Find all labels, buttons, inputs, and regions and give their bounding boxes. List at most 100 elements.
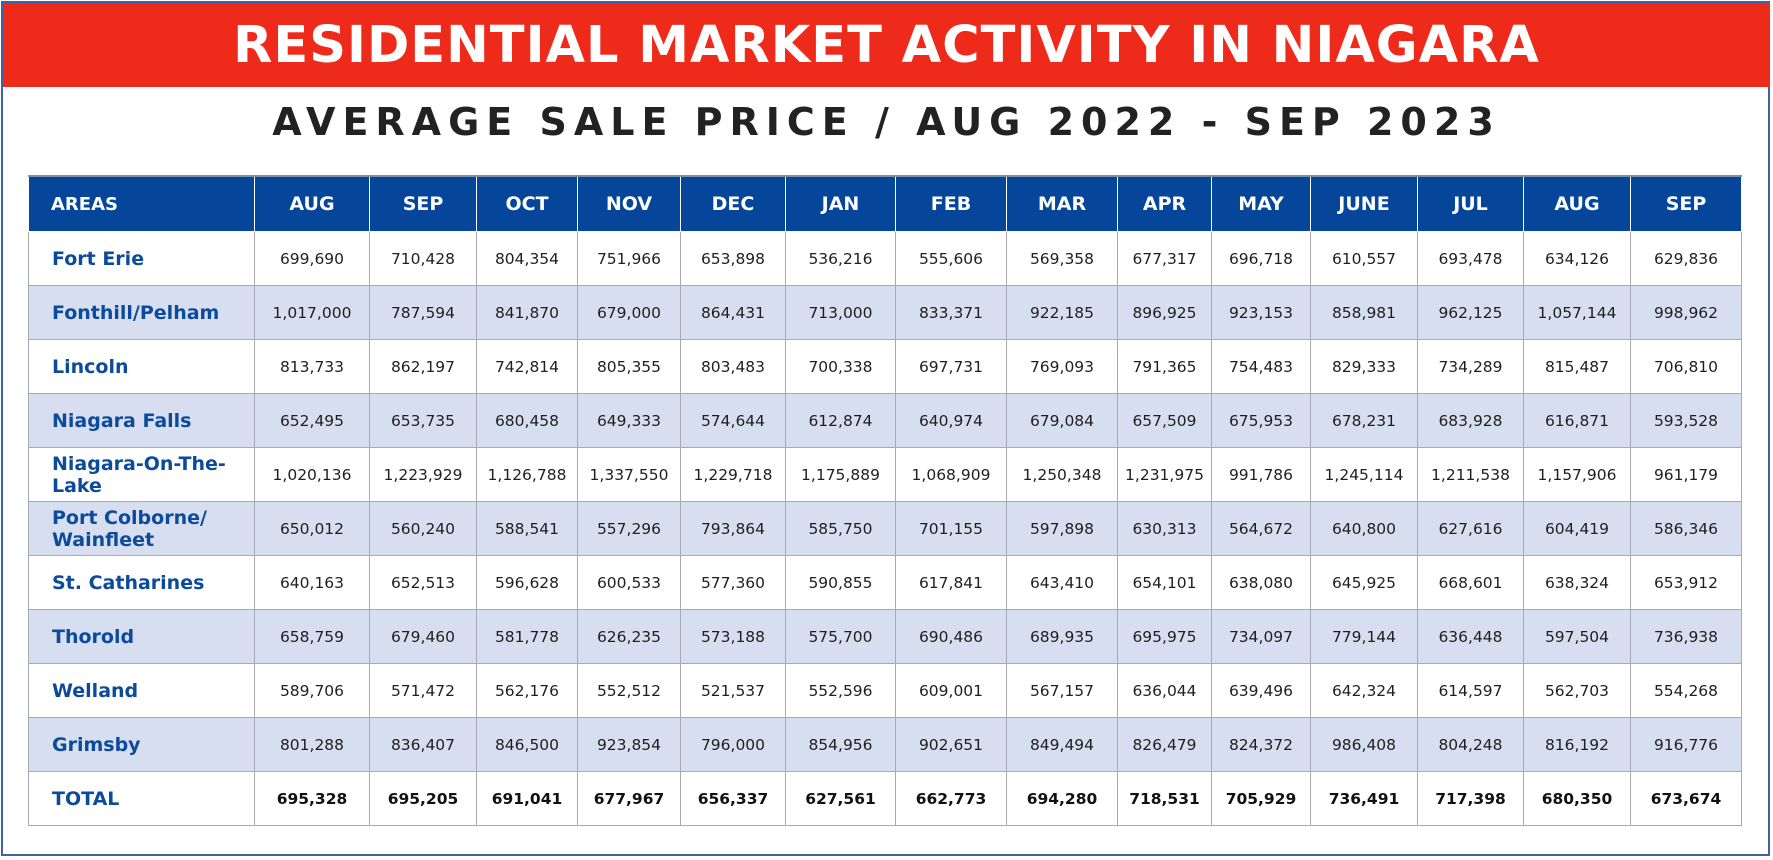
price-cell: 616,871 xyxy=(1523,393,1631,448)
price-cell: 751,966 xyxy=(577,231,681,286)
area-name: Niagara-On-The-Lake xyxy=(28,447,255,502)
price-cell: 675,953 xyxy=(1211,393,1311,448)
price-cell: 657,509 xyxy=(1117,393,1212,448)
price-cell: 854,956 xyxy=(785,717,896,772)
total-price-cell: 694,280 xyxy=(1006,771,1118,826)
price-cell: 922,185 xyxy=(1006,285,1118,340)
total-price-cell: 718,531 xyxy=(1117,771,1212,826)
area-name: Lincoln xyxy=(28,339,255,394)
price-cell: 567,157 xyxy=(1006,663,1118,718)
column-header-month: FEB xyxy=(895,175,1007,232)
price-cell: 695,975 xyxy=(1117,609,1212,664)
price-cell: 638,324 xyxy=(1523,555,1631,610)
price-cell: 640,974 xyxy=(895,393,1007,448)
area-name: Fort Erie xyxy=(28,231,255,286)
price-cell: 552,512 xyxy=(577,663,681,718)
total-price-cell: 736,491 xyxy=(1310,771,1418,826)
table-row: Niagara-On-The-Lake 1,020,136 1,223,929 1,1… xyxy=(28,447,1742,502)
price-cell: 610,557 xyxy=(1310,231,1418,286)
price-cell: 1,337,550 xyxy=(577,447,681,502)
price-cell: 804,248 xyxy=(1417,717,1524,772)
price-cell: 679,460 xyxy=(369,609,477,664)
price-cell: 1,020,136 xyxy=(254,447,370,502)
price-cell: 689,935 xyxy=(1006,609,1118,664)
area-name: Thorold xyxy=(28,609,255,664)
price-cell: 1,057,144 xyxy=(1523,285,1631,340)
table-body: Fort Erie 699,690 710,428 804,354 751,966 653… xyxy=(28,231,1742,826)
price-cell: 679,084 xyxy=(1006,393,1118,448)
column-header-month: JUNE xyxy=(1310,175,1418,232)
price-cell: 858,981 xyxy=(1310,285,1418,340)
price-cell: 581,778 xyxy=(476,609,578,664)
total-price-cell: 627,561 xyxy=(785,771,896,826)
price-cell: 597,898 xyxy=(1006,501,1118,556)
total-price-cell: 717,398 xyxy=(1417,771,1524,826)
price-cell: 754,483 xyxy=(1211,339,1311,394)
price-cell: 577,360 xyxy=(680,555,786,610)
price-cell: 923,854 xyxy=(577,717,681,772)
price-cell: 521,537 xyxy=(680,663,786,718)
price-cell: 801,288 xyxy=(254,717,370,772)
price-cell: 706,810 xyxy=(1630,339,1742,394)
table-row: Fort Erie 699,690 710,428 804,354 751,966 653… xyxy=(28,231,1742,286)
price-cell: 1,229,718 xyxy=(680,447,786,502)
price-cell: 569,358 xyxy=(1006,231,1118,286)
column-header-month: AUG xyxy=(254,175,370,232)
table-row: Grimsby 801,288 836,407 846,500 923,854 796,0… xyxy=(28,717,1742,772)
price-cell: 634,126 xyxy=(1523,231,1631,286)
price-cell: 589,706 xyxy=(254,663,370,718)
price-cell: 627,616 xyxy=(1417,501,1524,556)
price-cell: 961,179 xyxy=(1630,447,1742,502)
price-cell: 693,478 xyxy=(1417,231,1524,286)
table-header-row: AREAS AUG SEP OCT NOV DEC JAN FEB MAR APR MAY JUNE J… xyxy=(28,175,1742,232)
price-cell: 896,925 xyxy=(1117,285,1212,340)
column-header-month: SEP xyxy=(369,175,477,232)
price-cell: 1,157,906 xyxy=(1523,447,1631,502)
price-cell: 916,776 xyxy=(1630,717,1742,772)
total-price-cell: 662,773 xyxy=(895,771,1007,826)
price-cell: 645,925 xyxy=(1310,555,1418,610)
price-cell: 734,097 xyxy=(1211,609,1311,664)
price-cell: 836,407 xyxy=(369,717,477,772)
price-cell: 1,231,975 xyxy=(1117,447,1212,502)
price-cell: 609,001 xyxy=(895,663,1007,718)
price-cell: 902,651 xyxy=(895,717,1007,772)
total-price-cell: 656,337 xyxy=(680,771,786,826)
area-name: Port Colborne/ Wainfleet xyxy=(28,501,255,556)
price-cell: 736,938 xyxy=(1630,609,1742,664)
price-cell: 604,419 xyxy=(1523,501,1631,556)
price-cell: 1,175,889 xyxy=(785,447,896,502)
average-sale-price-table: AREAS AUG SEP OCT NOV DEC JAN FEB MAR APR MAY JUNE J… xyxy=(28,175,1742,826)
table-row: Lincoln 813,733 862,197 742,814 805,355 803,4… xyxy=(28,339,1742,394)
price-cell: 649,333 xyxy=(577,393,681,448)
price-cell: 923,153 xyxy=(1211,285,1311,340)
price-cell: 846,500 xyxy=(476,717,578,772)
price-cell: 962,125 xyxy=(1417,285,1524,340)
price-cell: 680,458 xyxy=(476,393,578,448)
price-cell: 590,855 xyxy=(785,555,896,610)
price-cell: 573,188 xyxy=(680,609,786,664)
column-header-month: SEP xyxy=(1630,175,1742,232)
price-cell: 640,163 xyxy=(254,555,370,610)
price-cell: 617,841 xyxy=(895,555,1007,610)
area-name: Niagara Falls xyxy=(28,393,255,448)
price-cell: 612,874 xyxy=(785,393,896,448)
price-cell: 638,080 xyxy=(1211,555,1311,610)
price-cell: 690,486 xyxy=(895,609,1007,664)
price-cell: 701,155 xyxy=(895,501,1007,556)
price-cell: 697,731 xyxy=(895,339,1007,394)
price-cell: 557,296 xyxy=(577,501,681,556)
price-cell: 998,962 xyxy=(1630,285,1742,340)
price-cell: 596,628 xyxy=(476,555,578,610)
table-row: St. Catharines 640,163 652,513 596,628 600,5… xyxy=(28,555,1742,610)
price-cell: 734,289 xyxy=(1417,339,1524,394)
price-cell: 779,144 xyxy=(1310,609,1418,664)
price-cell: 658,759 xyxy=(254,609,370,664)
price-cell: 862,197 xyxy=(369,339,477,394)
price-cell: 575,700 xyxy=(785,609,896,664)
price-cell: 696,718 xyxy=(1211,231,1311,286)
price-cell: 636,044 xyxy=(1117,663,1212,718)
column-header-month: DEC xyxy=(680,175,786,232)
price-cell: 560,240 xyxy=(369,501,477,556)
price-cell: 653,898 xyxy=(680,231,786,286)
